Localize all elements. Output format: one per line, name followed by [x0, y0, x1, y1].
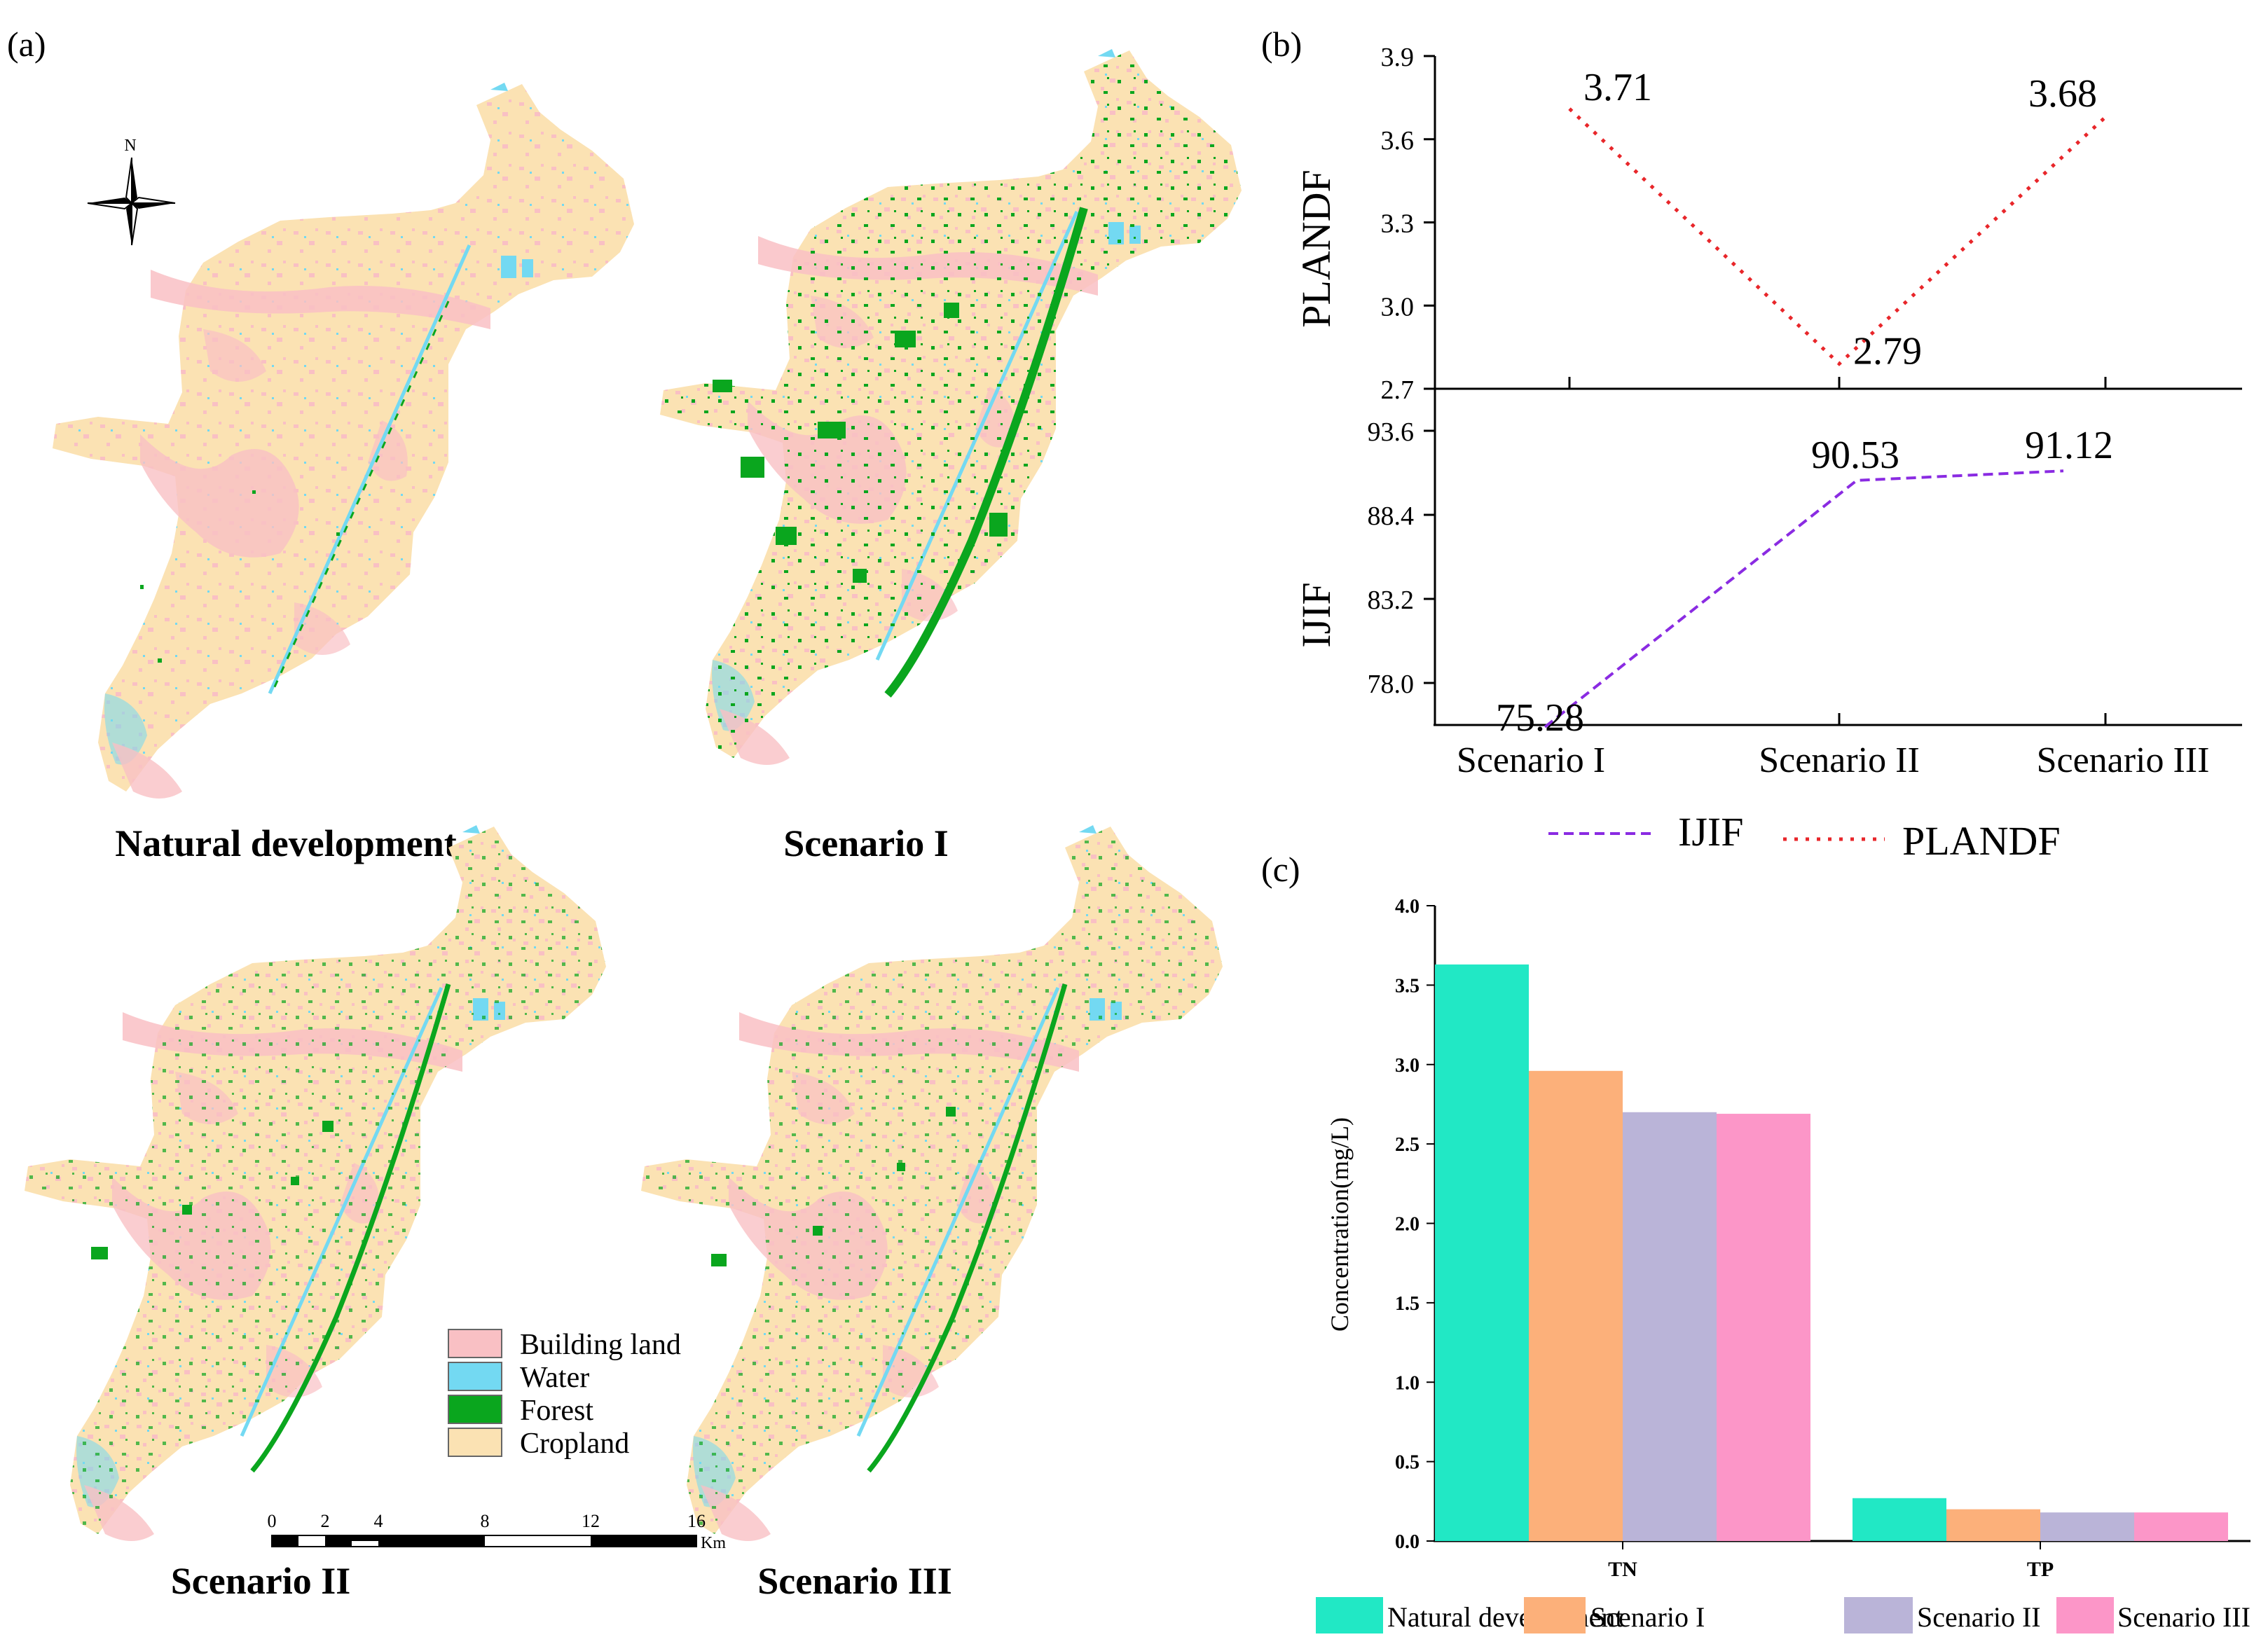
legend-label-ijif: IJIF [1678, 809, 1743, 855]
legend-swatch-2 [1844, 1597, 1913, 1633]
ijif-axis-title: IJIF [1293, 582, 1339, 647]
legend-swatch-cropland [448, 1428, 502, 1457]
map-scenario-2 [25, 825, 606, 1541]
concentration-axis-title: Concentration(mg/L) [1326, 1117, 1354, 1332]
legend-swatch-building-land [448, 1329, 502, 1358]
bar-tn-series-0 [1435, 964, 1529, 1541]
panel-b: (b) 3.9 3.6 3.3 3.0 2.7 3.71 2.79 3.68 93.6 88.4… [1261, 25, 2242, 864]
bar-tn-series-2 [1623, 1112, 1717, 1541]
bar-tn-series-1 [1529, 1070, 1623, 1541]
legend-label-forest: Forest [520, 1395, 593, 1427]
ijif-data-label: 75.28 [1496, 696, 1584, 740]
legend-label-2: Scenario II [1917, 1601, 2041, 1633]
panel-c-bars [1435, 964, 2228, 1541]
map-title-scenario-2: Scenario II [171, 1560, 351, 1602]
concentration-ytick-label: 0.5 [1395, 1452, 1420, 1474]
plandf-ytick-label: 3.9 [1381, 43, 1415, 72]
concentration-ytick-label: 3.0 [1395, 1055, 1420, 1077]
plandf-plot: 3.9 3.6 3.3 3.0 2.7 3.71 2.79 3.68 [1381, 43, 2107, 405]
legend-label-1: Scenario I [1590, 1601, 1705, 1633]
concentration-ytick-label: 3.5 [1395, 975, 1420, 997]
plandf-axis-title: PLANDF [1293, 170, 1339, 328]
legend-swatch-forest [448, 1395, 502, 1424]
panel-a: (a) N Natural development [7, 25, 1242, 1602]
legend-swatch-1 [1524, 1597, 1586, 1633]
legend-label-cropland: Cropland [520, 1428, 629, 1460]
category-xtick-label: TP [2027, 1558, 2054, 1581]
bar-tp-series-3 [2134, 1512, 2228, 1541]
concentration-ytick-label: 4.0 [1395, 896, 1420, 918]
ijif-ytick-label: 78.0 [1368, 670, 1415, 699]
plandf-ytick-label: 3.0 [1381, 292, 1415, 322]
ijif-data-label: 90.53 [1811, 434, 1899, 477]
scale-tick-0: 0 [268, 1511, 277, 1531]
concentration-ytick-label: 0.0 [1395, 1531, 1420, 1553]
scale-tick-12: 12 [582, 1511, 600, 1531]
plandf-ytick-label: 3.3 [1381, 209, 1415, 239]
legend-swatch-water [448, 1362, 502, 1391]
legend-label-3: Scenario III [2117, 1601, 2250, 1633]
scale-tick-16: 16 [687, 1511, 706, 1531]
bar-tp-series-0 [1853, 1498, 1946, 1541]
panel-b-label: (b) [1261, 25, 1302, 64]
concentration-ytick-label: 2.0 [1395, 1214, 1420, 1236]
concentration-ytick-label: 1.0 [1395, 1372, 1420, 1394]
concentration-ytick-label: 2.5 [1395, 1134, 1420, 1156]
scale-tick-2: 2 [321, 1511, 330, 1531]
north-arrow-icon: N [87, 137, 176, 246]
category-xtick-label: TN [1608, 1558, 1637, 1581]
map-title-scenario-3: Scenario III [757, 1560, 952, 1602]
legend-label-water: Water [520, 1362, 589, 1394]
panel-c-y-ticks: 0.0 0.5 1.0 1.5 2.0 2.5 3.0 3.5 4.0 [1395, 896, 1435, 1553]
legend-swatch-3 [2056, 1597, 2114, 1633]
scale-bar: 0 2 4 8 12 16 Km [268, 1511, 727, 1552]
bar-tp-series-2 [2040, 1512, 2134, 1541]
legend-label-0: Natural development [1387, 1601, 1623, 1633]
scale-tick-4: 4 [374, 1511, 383, 1531]
scale-tick-8: 8 [481, 1511, 490, 1531]
ijif-ytick-label: 83.2 [1368, 586, 1415, 615]
legend-swatch-0 [1316, 1597, 1383, 1633]
legend-label-plandf: PLANDF [1902, 818, 2061, 864]
panel-b-x-ticks: Scenario I Scenario II Scenario III [1457, 377, 2210, 780]
plandf-data-label: 2.79 [1853, 329, 1922, 373]
north-label: N [124, 137, 136, 155]
plandf-ytick-label: 3.6 [1381, 126, 1415, 156]
scenario-xtick-label: Scenario III [2037, 740, 2210, 780]
map-scenario-1 [660, 49, 1242, 765]
scale-unit: Km [701, 1534, 726, 1552]
ijif-line [1544, 469, 2064, 728]
legend-label-building-land: Building land [520, 1329, 681, 1361]
map-title-scenario-1: Scenario I [783, 822, 949, 864]
concentration-ytick-label: 1.5 [1395, 1293, 1420, 1315]
panel-b-legend: IJIF PLANDF [1548, 809, 2061, 864]
panel-a-label: (a) [7, 25, 46, 64]
ijif-ytick-label: 93.6 [1368, 417, 1415, 447]
plandf-data-label: 3.71 [1583, 66, 1652, 109]
map-legend: Building land Water Forest Cropland [448, 1329, 681, 1460]
map-title-natural-development: Natural development [115, 822, 456, 864]
ijif-plot: 93.6 88.4 83.2 78.0 75.28 90.53 91.12 [1368, 417, 2114, 740]
plandf-ytick-label: 2.7 [1381, 375, 1415, 405]
scenario-xtick-label: Scenario I [1457, 740, 1605, 780]
ijif-ytick-label: 88.4 [1368, 502, 1415, 531]
ijif-data-label: 91.12 [2025, 424, 2113, 467]
panel-c-x-ticks: TN TP [1608, 1541, 2054, 1581]
map-scenario-3 [641, 825, 1223, 1541]
bar-tp-series-1 [1946, 1509, 2040, 1541]
map-natural-development [53, 83, 634, 799]
plandf-line [1568, 107, 2107, 366]
panel-c: (c) 0.0 0.5 1.0 1.5 2.0 2.5 3.0 3.5 4.0 TN TP Con… [1261, 850, 2250, 1633]
plandf-data-label: 3.68 [2028, 72, 2097, 116]
bar-tn-series-3 [1717, 1114, 1810, 1541]
scenario-xtick-label: Scenario II [1759, 740, 1920, 780]
panel-c-label: (c) [1261, 850, 1300, 889]
